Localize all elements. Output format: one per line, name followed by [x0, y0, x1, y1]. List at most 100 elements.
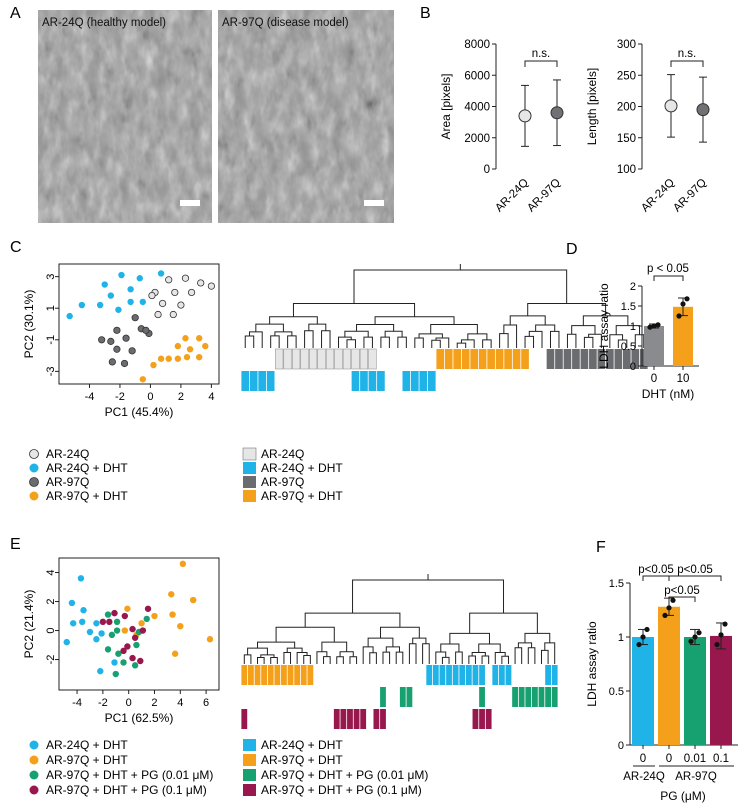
panel-letter-b: B [420, 5, 431, 22]
cluster-color-cell [487, 349, 495, 369]
y-axis-label: LDH assay ratio [585, 621, 599, 707]
replicate-point [666, 605, 672, 611]
data-point [120, 359, 129, 368]
data-point [138, 620, 145, 627]
replicate-point [662, 612, 668, 619]
cluster-color-cell [351, 371, 360, 391]
data-point [131, 634, 139, 641]
legend-label: AR-24Q + DHT [261, 738, 343, 752]
data-point [165, 276, 173, 284]
cluster-color-cell [281, 665, 287, 685]
x-tick-label: 10 [677, 373, 690, 385]
dendrogram-branch [270, 657, 278, 664]
y-tick-label: 150 [617, 133, 636, 145]
cluster-color-cell [479, 665, 485, 685]
dendrogram-branch [566, 333, 577, 348]
cluster-color-cell [283, 348, 292, 370]
cluster-color-cell [525, 687, 532, 707]
dendrogram-branch [583, 336, 594, 348]
dendrogram-branch [408, 643, 417, 664]
data-point [113, 345, 121, 353]
legend-label: AR-97Q [46, 475, 89, 489]
significance-label: p < 0.05 [647, 263, 689, 275]
x-axis-label: PC1 (45.4%) [105, 405, 174, 419]
cluster-color-cell [419, 371, 428, 391]
y-tick-label: 2 [630, 281, 636, 293]
dendrogram-branch [308, 323, 327, 331]
dendrogram-branch [321, 641, 348, 652]
significance-bracket [670, 60, 704, 67]
x-tick-label: 0 [126, 697, 132, 709]
dendrogram-branch [514, 647, 523, 664]
dendrogram-branch [471, 652, 486, 657]
legend-marker [29, 785, 39, 795]
dendrogram-branch [362, 646, 374, 664]
x-tick-label: 0 [651, 373, 657, 385]
x-tick-label: 4 [208, 391, 214, 403]
legend-label: AR-24Q [46, 447, 89, 461]
cluster-color-cell [308, 348, 318, 370]
dendrogram-branch [316, 651, 328, 664]
data-point [128, 347, 136, 355]
data-point [113, 326, 121, 334]
bar [684, 637, 706, 745]
significance-bracket [642, 575, 670, 581]
replicate-point [670, 597, 676, 603]
data-point [142, 326, 150, 334]
data-point [124, 605, 131, 612]
cluster-color-cell [505, 665, 512, 685]
data-point [202, 342, 209, 350]
data-point [63, 638, 70, 646]
y-tick-label: -3 [45, 366, 57, 376]
data-point [189, 596, 197, 604]
data-point [183, 353, 191, 361]
x-tick-label: -4 [85, 391, 95, 403]
data-point [131, 314, 139, 322]
cluster-color-cell [452, 665, 459, 685]
legend-label: AR-97Q + DHT [46, 489, 128, 503]
cluster-color-cell [485, 709, 492, 729]
dendrogram-branch [274, 331, 293, 336]
data-point [182, 335, 189, 342]
y-tick-label: 0.5 [621, 341, 636, 353]
dendrogram-branch [346, 339, 356, 348]
y-tick-label: 250 [617, 70, 636, 82]
cluster-color-cell [300, 665, 307, 685]
data-point [136, 275, 143, 282]
x-tick-label: 6 [203, 697, 209, 709]
data-point [121, 627, 129, 634]
legend-label: AR-97Q + DHT [261, 489, 343, 503]
data-point [139, 376, 147, 383]
dendrogram-branch [499, 333, 509, 348]
dendrogram-branch [544, 642, 556, 664]
replicate-point [651, 323, 657, 329]
significance-label: p<0.05 [638, 564, 674, 576]
dendrogram-branch [336, 656, 344, 664]
mean-dot [696, 103, 710, 117]
y-tick-label: 0 [484, 164, 490, 176]
cluster-color-cell [614, 349, 623, 369]
cluster-color-cell [545, 665, 551, 685]
data-point [150, 361, 157, 369]
x-axis-label: PG (μM) [660, 789, 706, 803]
cluster-color-cell [531, 687, 538, 707]
x-tick-label: 0.1 [713, 753, 729, 765]
data-point [115, 650, 122, 657]
data-point [151, 612, 158, 620]
data-point [159, 299, 167, 308]
panel-letter-d: D [566, 241, 578, 258]
data-point [137, 657, 144, 665]
dendrogram-branch [248, 331, 263, 348]
cluster-color-cell [546, 349, 555, 369]
cluster-color-cell [551, 687, 558, 707]
data-point [96, 301, 104, 309]
dendrogram-branch [349, 656, 358, 664]
data-point [206, 636, 214, 643]
data-point [104, 611, 112, 618]
data-point [113, 618, 121, 626]
replicate-point [688, 638, 694, 644]
plot-frame [58, 263, 220, 385]
significance-label: p<0.05 [677, 564, 713, 576]
ldh-bar-chart-d: 0 0.5 1 1.5 2 LDH assay ratio 0 10 DHT (nM) p < 0… [597, 263, 699, 401]
x-tick-label: 0.01 [684, 753, 706, 765]
